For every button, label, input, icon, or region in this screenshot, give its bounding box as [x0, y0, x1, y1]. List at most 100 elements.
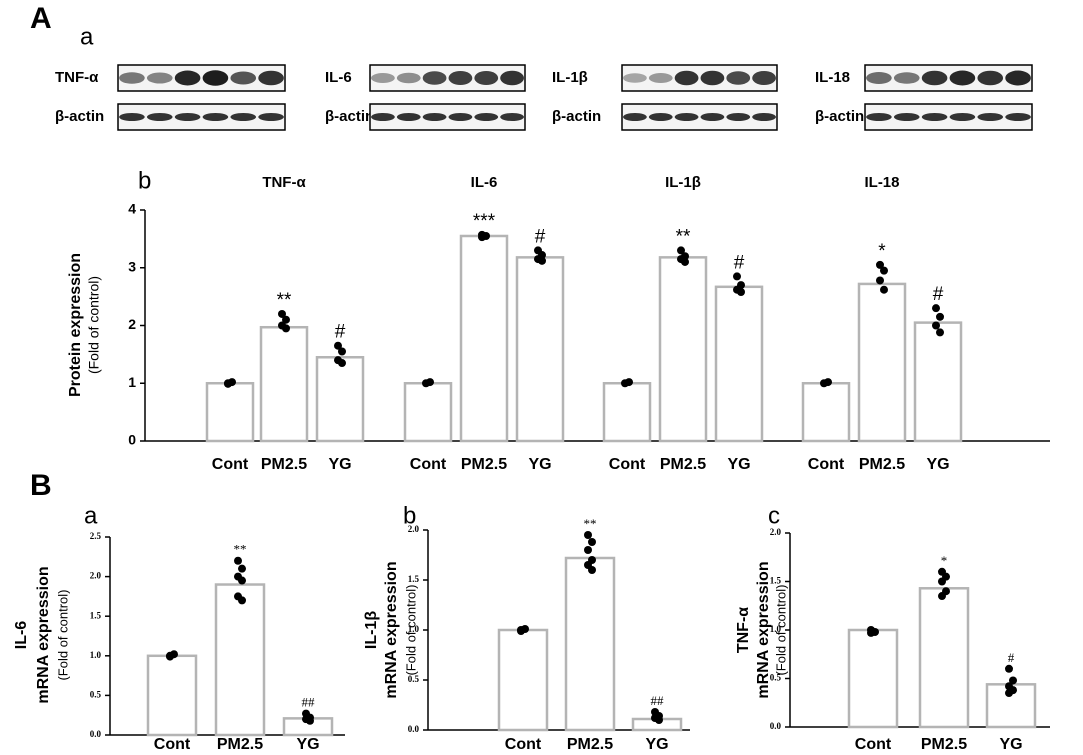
data-point — [932, 322, 940, 330]
data-point — [224, 380, 232, 388]
blot-band — [701, 71, 725, 86]
significance-label: ** — [584, 516, 597, 531]
blot-band — [1005, 113, 1031, 121]
blot-band — [203, 113, 229, 121]
y-tick-label: 0.5 — [408, 674, 420, 684]
bar — [566, 558, 614, 730]
blot-label: TNF-α — [55, 69, 99, 86]
x-tick-label: YG — [999, 736, 1022, 753]
bar — [920, 588, 968, 727]
blot-band — [726, 71, 750, 85]
blot-band — [500, 71, 524, 86]
significance-label: ## — [302, 695, 316, 710]
x-tick-label: PM2.5 — [660, 456, 706, 473]
blot-band — [623, 73, 647, 83]
bar — [849, 630, 897, 727]
blot-band — [894, 113, 920, 121]
significance-label: # — [933, 284, 944, 305]
significance-label: # — [734, 252, 745, 273]
data-point — [238, 596, 246, 604]
data-point — [867, 629, 875, 637]
data-point — [880, 286, 888, 294]
page: A B a TNF-αβ-actinIL-6β-actinIL-1ββ-acti… — [0, 0, 1083, 755]
blot-band — [119, 113, 145, 121]
x-tick-label: PM2.5 — [859, 456, 905, 473]
y-tick-label: 1.5 — [408, 574, 420, 584]
figure: A B a TNF-αβ-actinIL-6β-actinIL-1ββ-acti… — [0, 0, 1083, 755]
significance-label: ## — [651, 693, 665, 708]
y-tick-label: 1.5 — [770, 576, 782, 586]
x-tick-label: Cont — [609, 456, 646, 473]
x-tick-label: Cont — [212, 456, 249, 473]
data-point — [936, 313, 944, 321]
bar — [148, 656, 196, 735]
blot-band — [894, 72, 920, 84]
x-tick-label: Cont — [855, 736, 892, 753]
sub-panel-label: a — [80, 23, 94, 50]
y-axis-label: IL-6 — [13, 621, 30, 650]
y-tick-label: 4 — [128, 201, 136, 217]
data-point — [880, 267, 888, 275]
data-point — [824, 378, 832, 386]
y-tick-label: 1.0 — [90, 650, 102, 660]
sub-panel-label: b — [138, 167, 151, 194]
data-point — [655, 716, 663, 724]
blot-band — [649, 73, 673, 83]
bar — [405, 383, 451, 441]
bar — [461, 236, 507, 441]
panel-label: B — [30, 469, 52, 502]
significance-label: # — [535, 226, 546, 247]
blot-label: IL-6 — [325, 69, 352, 86]
y-tick-label: 0.5 — [770, 673, 782, 683]
data-point — [876, 276, 884, 284]
blot-band — [675, 71, 699, 86]
blot-band — [175, 113, 201, 121]
blot-band — [258, 71, 284, 86]
blot-band — [649, 113, 673, 121]
blot-band — [119, 72, 145, 84]
significance-label: * — [941, 553, 948, 568]
x-tick-label: YG — [328, 456, 351, 473]
significance-label: ** — [676, 226, 691, 247]
blot-band — [950, 71, 976, 86]
data-point — [1005, 689, 1013, 697]
y-tick-label: 2 — [128, 316, 136, 332]
x-tick-label: PM2.5 — [261, 456, 307, 473]
data-point — [282, 324, 290, 332]
y-axis-label: Protein expression — [67, 253, 84, 397]
data-point — [733, 272, 741, 280]
blot-label: IL-1β — [552, 69, 588, 86]
y-axis-label: (Fold of control) — [86, 276, 102, 374]
data-point — [737, 288, 745, 296]
blot-band — [922, 113, 948, 121]
y-tick-label: 2.0 — [90, 571, 102, 581]
y-tick-label: 3 — [128, 258, 136, 274]
blot-label: IL-18 — [815, 69, 850, 86]
significance-label: *** — [473, 211, 496, 232]
blot-band — [474, 71, 498, 85]
data-point — [426, 378, 434, 386]
y-tick-label: 1 — [128, 374, 136, 390]
bar — [604, 383, 650, 441]
y-tick-label: 2.0 — [770, 527, 782, 537]
blot-band — [397, 113, 421, 121]
data-point — [584, 546, 592, 554]
blot-band — [175, 71, 201, 86]
bar — [499, 630, 547, 730]
y-axis-label: mRNA expression — [35, 566, 52, 703]
significance-label: * — [878, 241, 886, 262]
blot-band — [449, 71, 473, 85]
data-point — [938, 578, 946, 586]
blot-band — [701, 113, 725, 121]
blot-band — [752, 113, 776, 121]
y-tick-label: 1.5 — [90, 610, 102, 620]
blot-band — [866, 113, 892, 121]
x-tick-label: YG — [645, 736, 668, 753]
data-point — [478, 233, 486, 241]
data-point — [238, 565, 246, 573]
sub-panel-label: a — [84, 502, 98, 529]
significance-label: ** — [277, 290, 292, 311]
blot-band — [397, 73, 421, 84]
data-point — [584, 531, 592, 539]
bar — [216, 585, 264, 735]
